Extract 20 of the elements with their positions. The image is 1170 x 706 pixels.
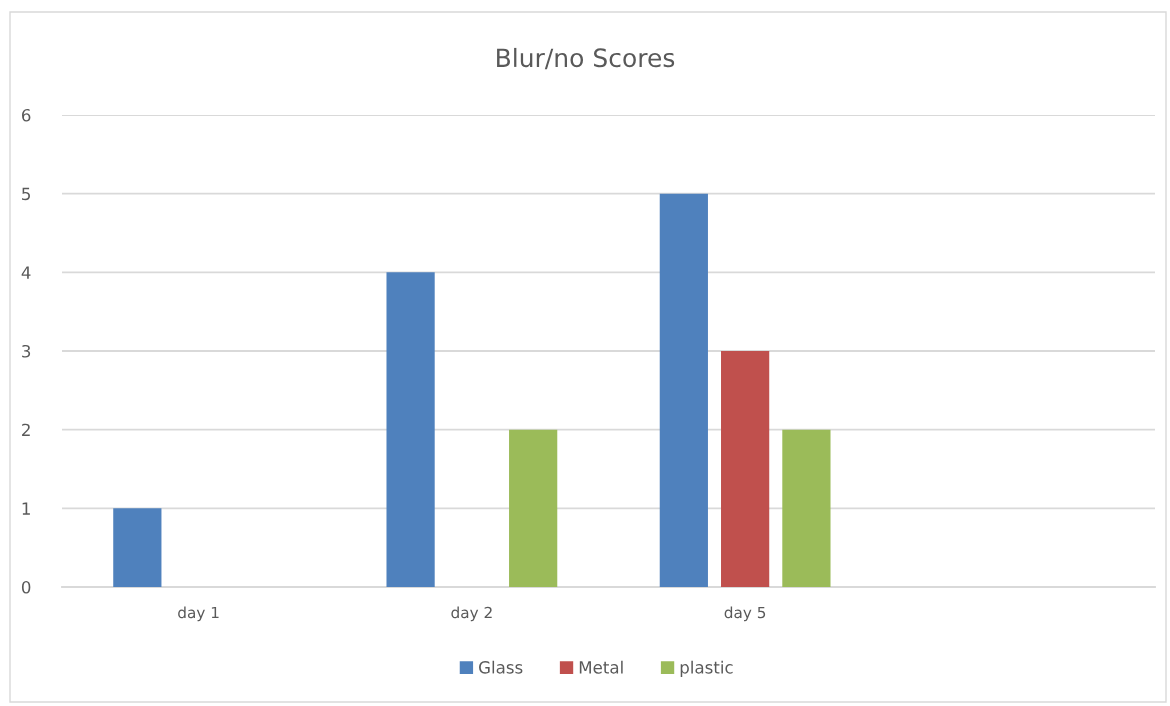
y-tick-label: 5 (22, 187, 30, 201)
bar (721, 351, 770, 587)
y-tick-label: 6 (22, 108, 31, 122)
x-tick-label: day 5 (724, 606, 766, 622)
bar (509, 429, 558, 587)
legend-label: Glass (479, 660, 523, 674)
legend-label: plastic (680, 660, 733, 677)
chart-title: Blur/no Scores (497, 47, 675, 70)
y-tick-label: 1 (22, 502, 30, 515)
bar (113, 508, 162, 587)
y-tick-label: 0 (21, 580, 31, 594)
bar (386, 272, 435, 587)
y-tick-label: 3 (22, 344, 31, 358)
y-tick-label: 2 (22, 423, 30, 436)
bar (782, 429, 831, 587)
bar (659, 193, 708, 587)
x-tick-label: day 1 (178, 606, 219, 622)
x-tick-label: day 2 (451, 606, 492, 622)
y-tick-label: 4 (21, 266, 31, 279)
legend-label: Metal (579, 660, 623, 674)
